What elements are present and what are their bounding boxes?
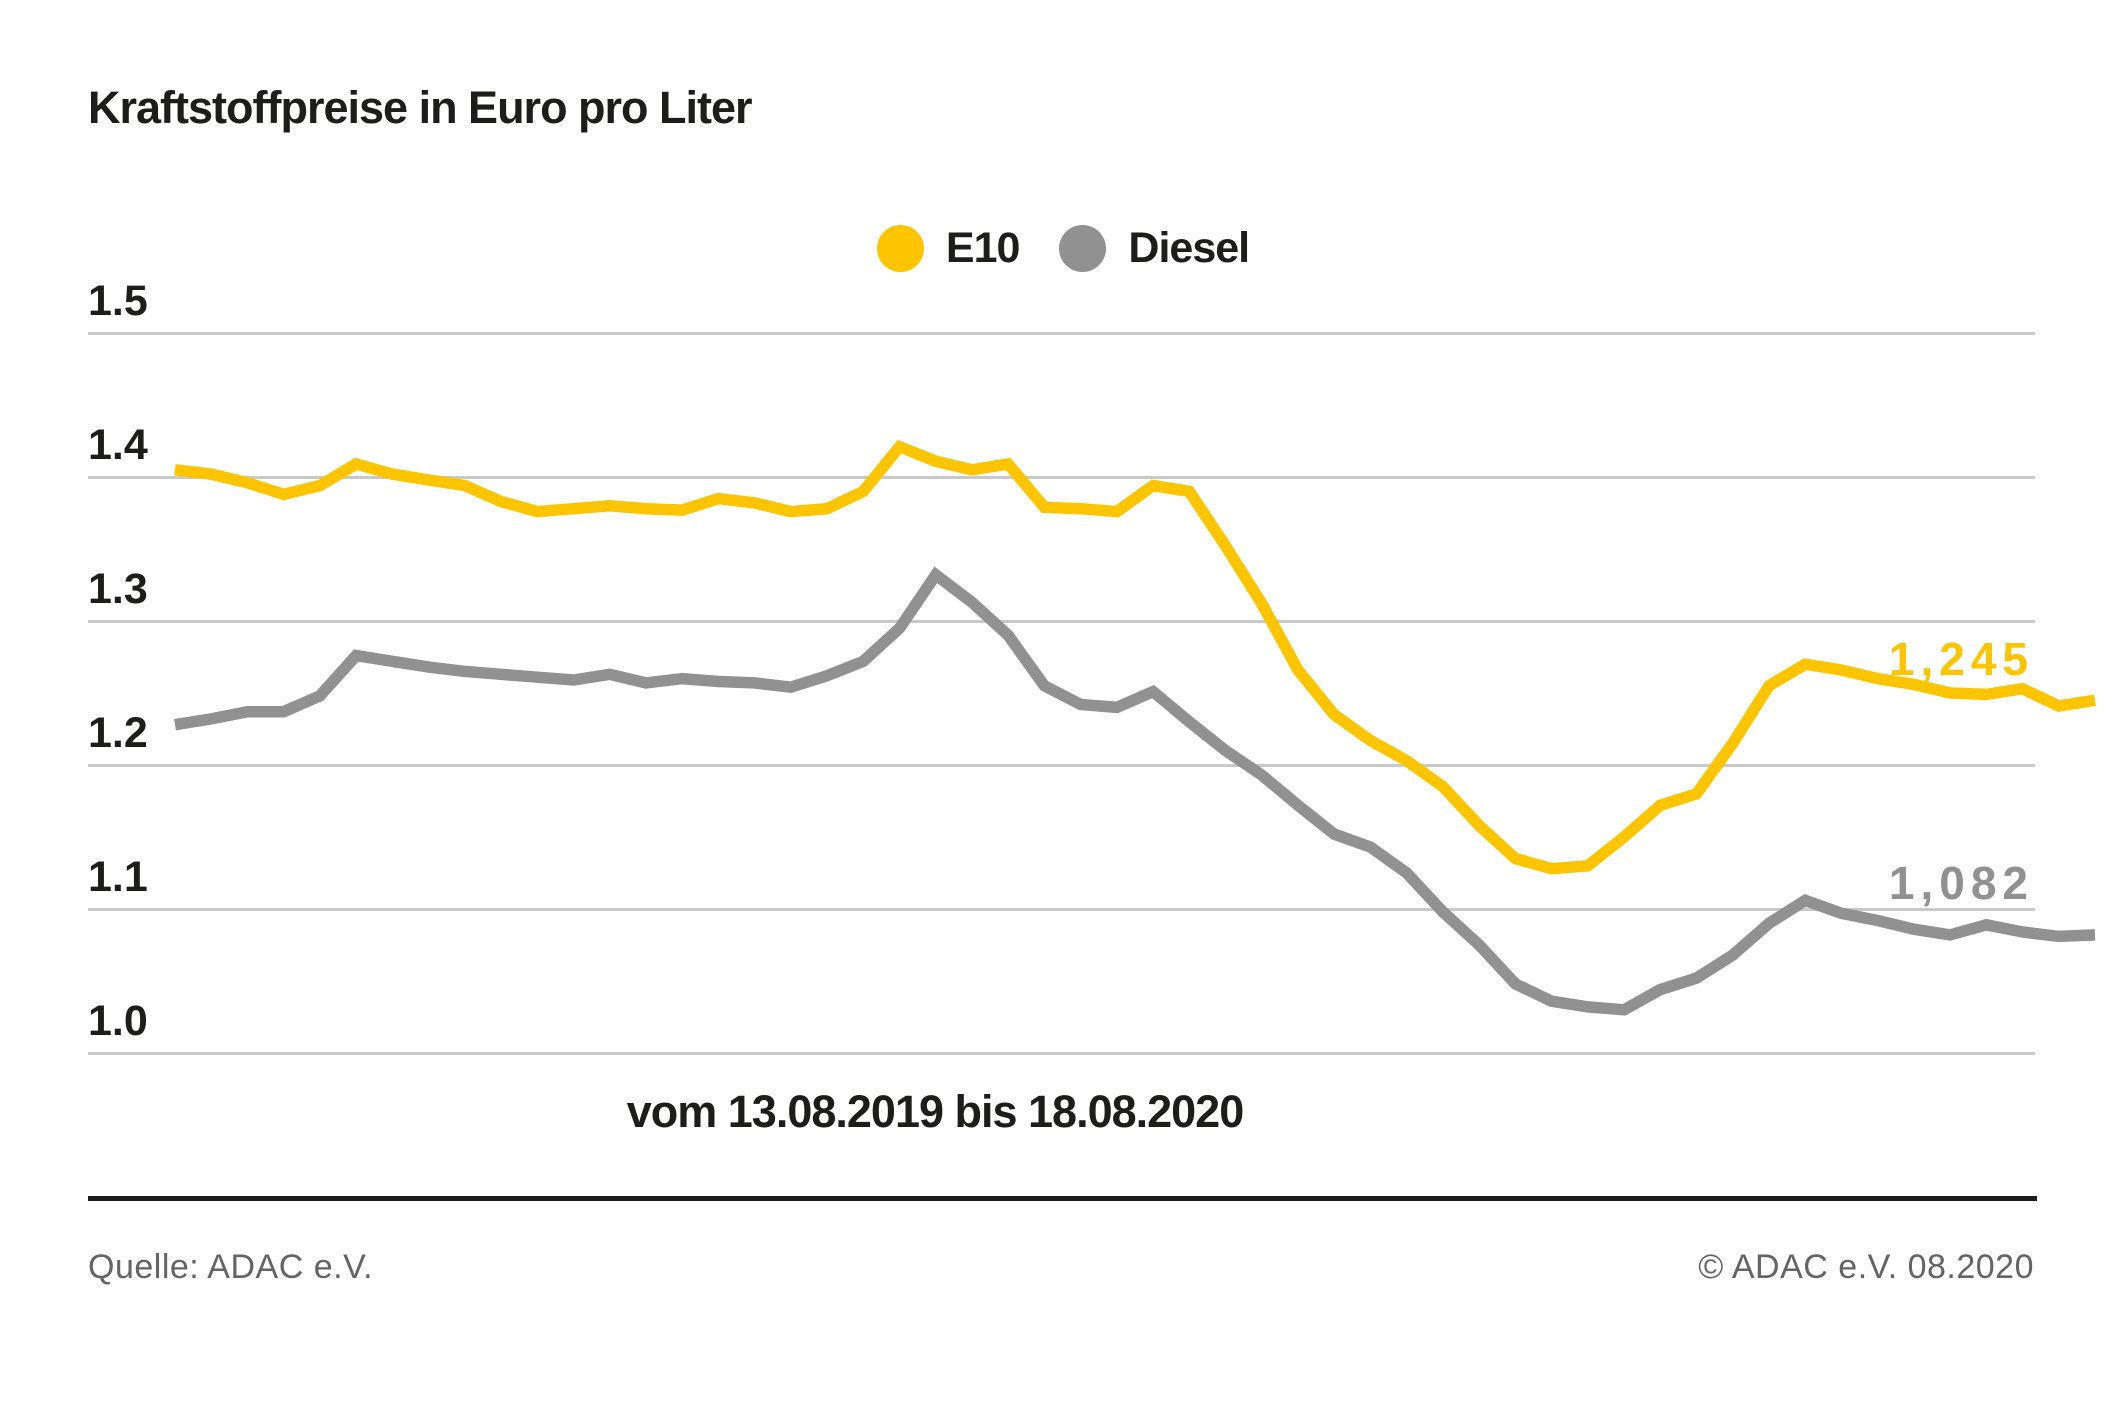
e10-dot-icon	[876, 225, 924, 272]
gridline	[88, 908, 2035, 911]
diesel-line	[174, 566, 2096, 1016]
diesel-end-value-label: 1,082	[1888, 857, 2034, 909]
gridline	[88, 476, 2035, 479]
e10-end-value-label: 1,245	[1888, 633, 2034, 685]
gridline	[88, 764, 2035, 767]
y-tick-label: 1.0	[88, 997, 148, 1045]
copyright-note: © ADAC e.V. 08.2020	[1698, 1248, 2034, 1286]
y-tick-label: 1.5	[88, 277, 148, 325]
gridline	[88, 620, 2035, 623]
y-tick-label: 1.3	[88, 565, 148, 613]
x-axis-range-label: vom 13.08.2019 bis 18.08.2020	[626, 1086, 1245, 1137]
y-tick-label: 1.2	[88, 709, 148, 757]
source-note: Quelle: ADAC e.V.	[88, 1248, 374, 1286]
legend-label-diesel: Diesel	[1128, 224, 1250, 272]
diesel-dot-icon	[1059, 225, 1107, 272]
y-tick-label: 1.4	[88, 421, 148, 469]
y-tick-label: 1.1	[88, 853, 148, 901]
footer-divider	[88, 1196, 2037, 1201]
e10-line	[174, 439, 2096, 875]
legend-item-e10: E10	[876, 224, 1021, 273]
gridline	[88, 332, 2035, 335]
page-title: Kraftstoffpreise in Euro pro Liter	[88, 82, 753, 133]
legend-item-diesel: Diesel	[1059, 224, 1250, 273]
legend: E10 Diesel	[0, 224, 2126, 273]
legend-label-e10: E10	[945, 224, 1021, 272]
gridline	[88, 1052, 2035, 1055]
